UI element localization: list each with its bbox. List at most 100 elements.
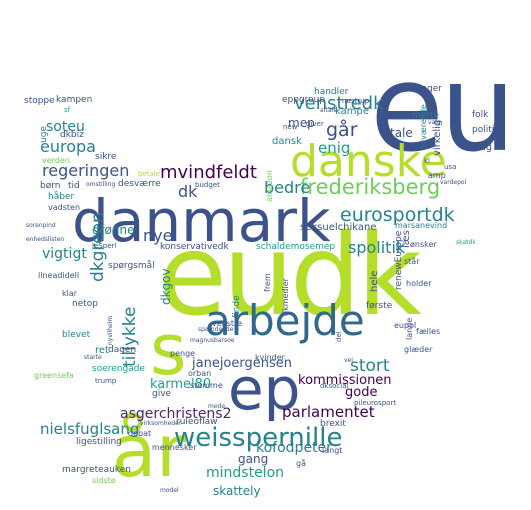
word-politik: politik: [472, 125, 500, 135]
word-finde: finde: [232, 295, 242, 318]
word-mep: mep: [288, 116, 315, 130]
word-eudk: eudk: [158, 211, 422, 341]
word-nye: nye: [143, 226, 173, 245]
word-lineadidell: lineadidell: [38, 271, 80, 280]
word-tid: tid: [68, 181, 80, 191]
word-kommissionen: kommissionen: [298, 373, 392, 388]
word-kampe: kampe: [335, 106, 369, 117]
word-brexit: brexit: [320, 419, 346, 429]
word-gang: gang: [238, 452, 269, 466]
word-give: give: [152, 389, 172, 399]
word-ligestilling: ligestilling: [76, 437, 122, 447]
word-pileurosport: pileurosport: [354, 399, 397, 407]
word-skattely: skattely: [213, 484, 261, 498]
word-janejoergensen: janejoergensen: [192, 356, 292, 371]
word-soteu: soteu: [46, 119, 85, 135]
word-bedre: bedre: [264, 178, 311, 197]
word-vadsten: vadsten: [48, 203, 81, 212]
word-regeringen: regeringen: [42, 161, 130, 180]
word-hele: hele: [369, 270, 380, 292]
word-debat: debat: [128, 429, 152, 438]
word-jesperl: jeSperl: [92, 242, 117, 250]
word-glaeder: glæder: [404, 345, 433, 354]
word-nyvilhelm: nyvilhelm: [107, 315, 114, 345]
word-valg: valg: [428, 119, 441, 126]
word-kvinder: kvinder: [255, 353, 285, 362]
word-dansk: dansk: [272, 136, 302, 147]
word-spaendende: spændende: [198, 326, 234, 333]
word-mennesker: mennesker: [152, 443, 197, 452]
word-s: s: [150, 309, 187, 391]
word-faelles: fælles: [416, 327, 441, 336]
word-venstre: venstre: [212, 319, 243, 328]
word-asgerchristens2: asgerchristens2: [120, 406, 232, 422]
word-blevet: blevet: [62, 330, 91, 340]
word-dagen: dagen: [108, 345, 137, 355]
word-new: new: [283, 123, 298, 131]
word-trump: trump: [95, 377, 117, 385]
word-eppgroup: eppgroup: [282, 95, 326, 105]
word-danske: danske: [290, 136, 447, 187]
word-nielsfuglsang: nielsfuglsang: [40, 420, 140, 438]
word-usa: usa: [444, 163, 457, 171]
word-dksocial: dksocial: [320, 382, 349, 390]
word-seksuelchikane: seksuelchikane: [300, 222, 377, 233]
word-sporgsmal: spørgsmål: [108, 261, 155, 271]
word-model: model: [160, 487, 179, 494]
word-margreteauken: margreteauken: [62, 465, 131, 475]
word-greensefa: greensefa: [34, 371, 74, 380]
word-arbejde: arbejde: [205, 296, 365, 345]
word-uge: uge: [39, 126, 49, 143]
word-kofodpeter: kofodpeter: [256, 440, 332, 456]
word-dk: dk: [178, 182, 198, 201]
word-orban: orban: [188, 369, 212, 378]
word-sorenpind: sorenpind: [26, 222, 56, 229]
word-starte: starte: [84, 354, 102, 361]
word-vel: vel: [344, 357, 353, 364]
word-mede: mede: [208, 403, 226, 410]
word-stort: stort: [350, 356, 390, 376]
word-vigtigt: vigtigt: [42, 246, 87, 262]
word-venstredk: venstredk: [294, 93, 384, 114]
word-enhedslisten: enhedslisten: [26, 236, 65, 243]
word-ga: gå: [296, 459, 306, 468]
word-netop: netop: [72, 299, 98, 309]
word-born: børn: [40, 181, 61, 191]
word-mindstelon: mindstelon: [206, 465, 285, 481]
word-budget: budget: [195, 181, 220, 189]
word-dkgov: dkgov: [159, 268, 173, 305]
word-karmel80: karmel80: [150, 377, 212, 392]
word-omstilling: omstilling: [86, 181, 116, 188]
word-betale: betale: [138, 170, 161, 178]
word-vardepol: vardepol: [440, 179, 467, 186]
word-tillykke: tillykke: [120, 306, 140, 367]
word-enig: enig: [318, 139, 351, 157]
word-danmark: danmark: [72, 187, 331, 255]
word-gronne: grønne: [92, 223, 135, 237]
word-star: står: [404, 257, 420, 266]
word-gode: gode: [345, 385, 378, 400]
word-mvindfeldt: mvindfeldt: [160, 162, 257, 183]
word-handler: handler: [314, 87, 349, 97]
word-desvaerre: desværre: [118, 179, 161, 189]
word-frederiksberg: frederiksberg: [300, 175, 441, 199]
word-skatdk: skatdk: [456, 239, 476, 246]
word-eu: eu: [370, 40, 516, 179]
word-konservativedk: konservativedk: [160, 242, 229, 252]
word-soerengade: soerengade: [92, 364, 145, 374]
word-dkbiz: dkbiz: [60, 130, 84, 140]
word-virksomheder: virksomheder: [140, 420, 182, 427]
word-weisspernille: weisspernille: [174, 423, 343, 453]
word-frem: frem: [263, 273, 272, 292]
word-lande: lande: [405, 317, 414, 340]
word-ruleoflaw: ruleoflaw: [176, 417, 218, 427]
word-sf: sf: [64, 106, 71, 114]
word-eurosportdk: eurosportdk: [340, 204, 455, 226]
word-ep: ep: [228, 355, 301, 423]
word-giver: giver: [306, 120, 324, 128]
word-ar: år: [112, 409, 186, 493]
word-verden: verden: [42, 156, 70, 165]
word-sidste: sidste: [92, 476, 116, 485]
word-holder: holder: [406, 279, 432, 288]
